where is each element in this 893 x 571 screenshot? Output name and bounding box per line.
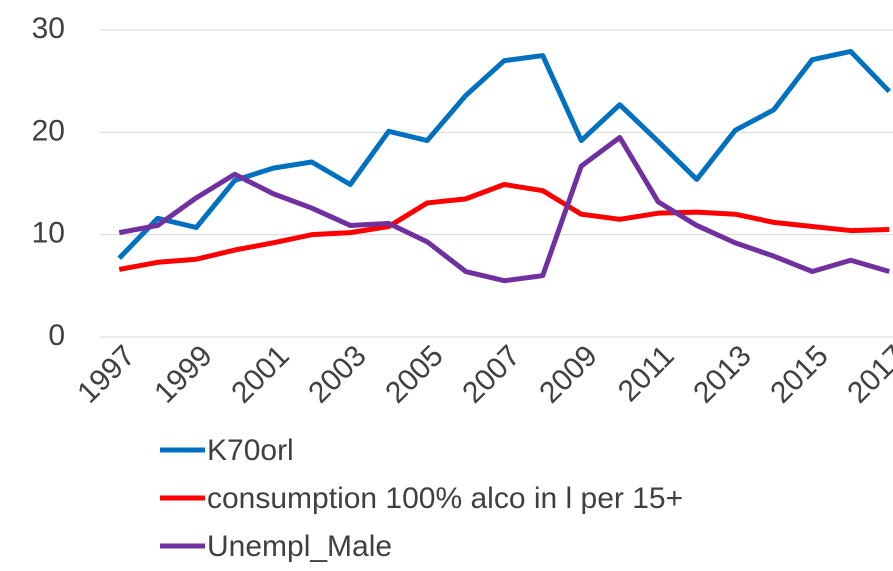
legend-label: K70orl [207, 434, 294, 467]
y-tick-label: 20 [32, 114, 65, 147]
legend-label: consumption 100% alco in l per 15+ [207, 482, 683, 515]
x-tick-label: 1999 [148, 339, 219, 410]
x-tick-label: 2005 [379, 339, 450, 410]
x-tick-label: 2013 [687, 339, 758, 410]
x-tick-label: 2015 [764, 339, 835, 410]
x-tick-label: 1997 [71, 339, 142, 410]
x-tick-label: 2009 [533, 339, 604, 410]
series-line [117, 48, 892, 260]
x-tick-label: 2017 [841, 339, 893, 410]
x-tick-label: 2001 [225, 339, 296, 410]
x-tick-label: 2007 [456, 339, 527, 410]
y-tick-label: 30 [32, 12, 65, 45]
y-tick-label: 10 [32, 217, 65, 250]
x-tick-label: 2011 [612, 339, 681, 408]
y-tick-label: 0 [48, 319, 65, 352]
legend-label: Unempl_Male [207, 530, 392, 563]
series-line [118, 134, 890, 284]
x-tick-label: 2003 [302, 339, 373, 410]
series-line [118, 182, 890, 272]
